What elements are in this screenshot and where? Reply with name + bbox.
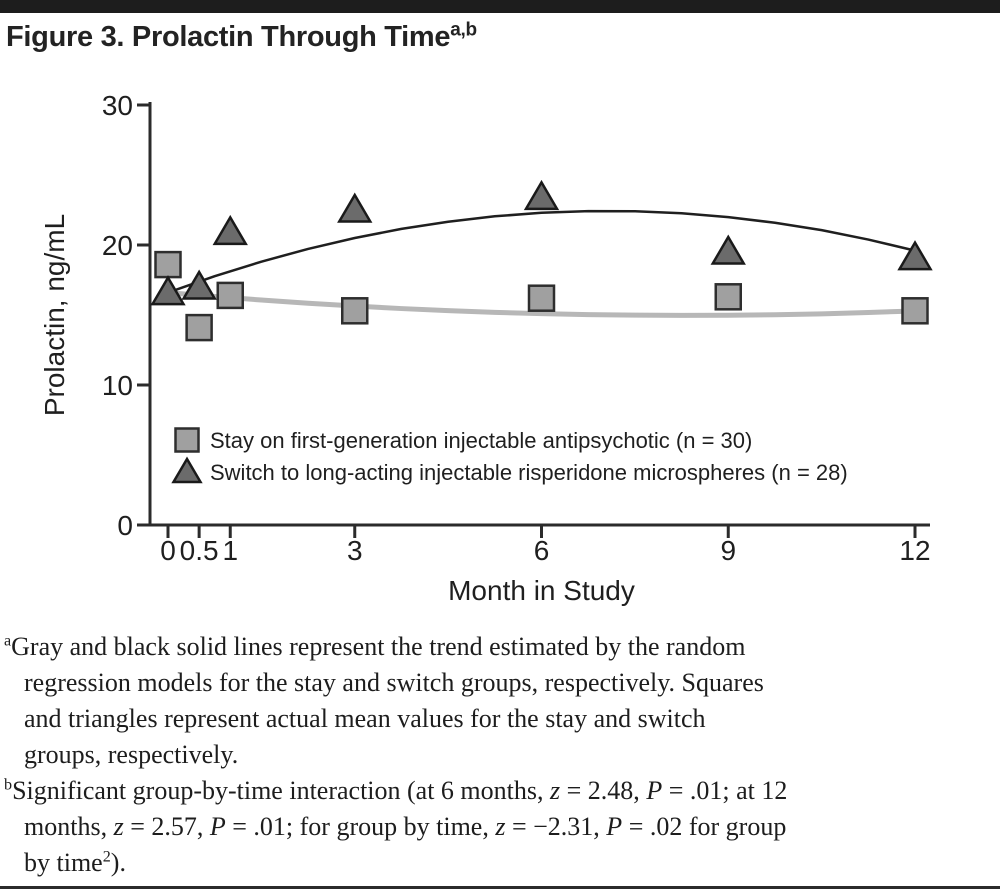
x-tick-label: 12 xyxy=(899,535,930,566)
legend-label: Switch to long-acting injectable risperi… xyxy=(210,460,848,485)
x-tick-label: 3 xyxy=(347,535,363,566)
footnote-line: aGray and black solid lines represent th… xyxy=(4,629,996,665)
stay-square-marker xyxy=(154,250,182,279)
footnote-marker: b xyxy=(4,776,13,794)
switch-triangle-marker xyxy=(897,240,933,271)
x-axis-title: Month in Study xyxy=(448,575,635,606)
footnote-text: z xyxy=(495,812,506,841)
y-tick-label: 10 xyxy=(102,370,133,401)
footnote-text: Gray and black solid lines represent the… xyxy=(11,632,746,661)
x-tick-label: 0.5 xyxy=(180,535,219,566)
stay-square-marker xyxy=(341,297,369,325)
footnote-text: z xyxy=(113,812,124,841)
stay-square-marker xyxy=(901,297,929,325)
switch-triangle-marker xyxy=(710,234,746,265)
footnote-text: by time xyxy=(24,848,103,877)
stay-square-marker xyxy=(527,284,556,312)
switch-triangle-marker xyxy=(523,179,560,211)
footnote-text: groups, respectively. xyxy=(24,740,239,769)
footnote-text: = −2.31, xyxy=(505,812,607,841)
footnote-text: = .01; for group by time, xyxy=(225,812,496,841)
footnote-text: 2 xyxy=(102,848,111,866)
footnote-text: = 2.48, xyxy=(560,776,647,805)
y-axis-title: Prolactin, ng/mL xyxy=(39,214,70,416)
footnote-text: P xyxy=(646,776,663,805)
footnote-line: regression models for the stay and switc… xyxy=(4,665,996,701)
figure-footnotes: aGray and black solid lines represent th… xyxy=(4,629,996,881)
x-tick-label: 1 xyxy=(222,535,238,566)
footnote-text: P xyxy=(606,812,623,841)
y-tick-label: 20 xyxy=(102,230,133,261)
top-rule xyxy=(0,0,1000,13)
footnote-line: by time2). xyxy=(4,845,996,881)
bottom-rule xyxy=(0,886,1000,889)
legend-label: Stay on first-generation injectable anti… xyxy=(210,428,752,453)
footnote-text: and triangles represent actual mean valu… xyxy=(24,704,706,733)
footnote-text: months, xyxy=(24,812,114,841)
footnote-a: aGray and black solid lines represent th… xyxy=(4,629,996,773)
footnote-text: regression models for the stay and switc… xyxy=(24,668,764,697)
legend-triangle-swatch xyxy=(171,456,203,484)
trend-line-stay xyxy=(165,290,918,318)
y-tick-label: 30 xyxy=(102,90,133,121)
footnote-text: = .01; at 12 xyxy=(662,776,788,805)
x-tick-label: 0 xyxy=(160,535,176,566)
switch-triangle-marker xyxy=(150,275,186,306)
prolactin-chart: 0 10 20 30 0 0.5 1 3 6 9 12 Prolactin, ng/mL Month i… xyxy=(0,88,1000,633)
footnote-text: = 2.57, xyxy=(123,812,210,841)
stay-square-marker xyxy=(216,281,244,310)
footnote-text: = .02 for group xyxy=(622,812,787,841)
stay-square-marker xyxy=(714,283,742,311)
footnote-text: z xyxy=(550,776,561,805)
footnote-line: groups, respectively. xyxy=(4,737,996,773)
switch-triangle-marker xyxy=(337,192,373,223)
footnote-text: Significant group-by-time interaction (a… xyxy=(12,776,551,805)
trend-line-switch xyxy=(166,209,917,294)
footnote-line: bSignificant group-by-time interaction (… xyxy=(4,773,996,809)
footnote-line: and triangles represent actual mean valu… xyxy=(4,701,996,737)
figure-title: Figure 3. Prolactin Through Timea,b xyxy=(6,19,477,54)
legend-square-swatch xyxy=(174,427,200,453)
x-tick-label: 9 xyxy=(720,535,736,566)
footnote-marker: a xyxy=(4,632,12,650)
figure-title-text: Figure 3. Prolactin Through Time xyxy=(6,21,451,53)
y-tick-label: 0 xyxy=(117,510,133,541)
switch-triangle-marker xyxy=(181,269,217,300)
footnote-line: months, z = 2.57, P = .01; for group by … xyxy=(4,809,996,845)
x-tick-label: 6 xyxy=(534,535,550,566)
figure-title-superscript: a,b xyxy=(450,19,477,41)
switch-triangle-marker xyxy=(212,214,248,246)
footnote-text: P xyxy=(209,812,226,841)
footnote-text: ). xyxy=(110,848,126,877)
footnote-b: bSignificant group-by-time interaction (… xyxy=(4,773,996,881)
stay-square-marker xyxy=(185,313,213,342)
